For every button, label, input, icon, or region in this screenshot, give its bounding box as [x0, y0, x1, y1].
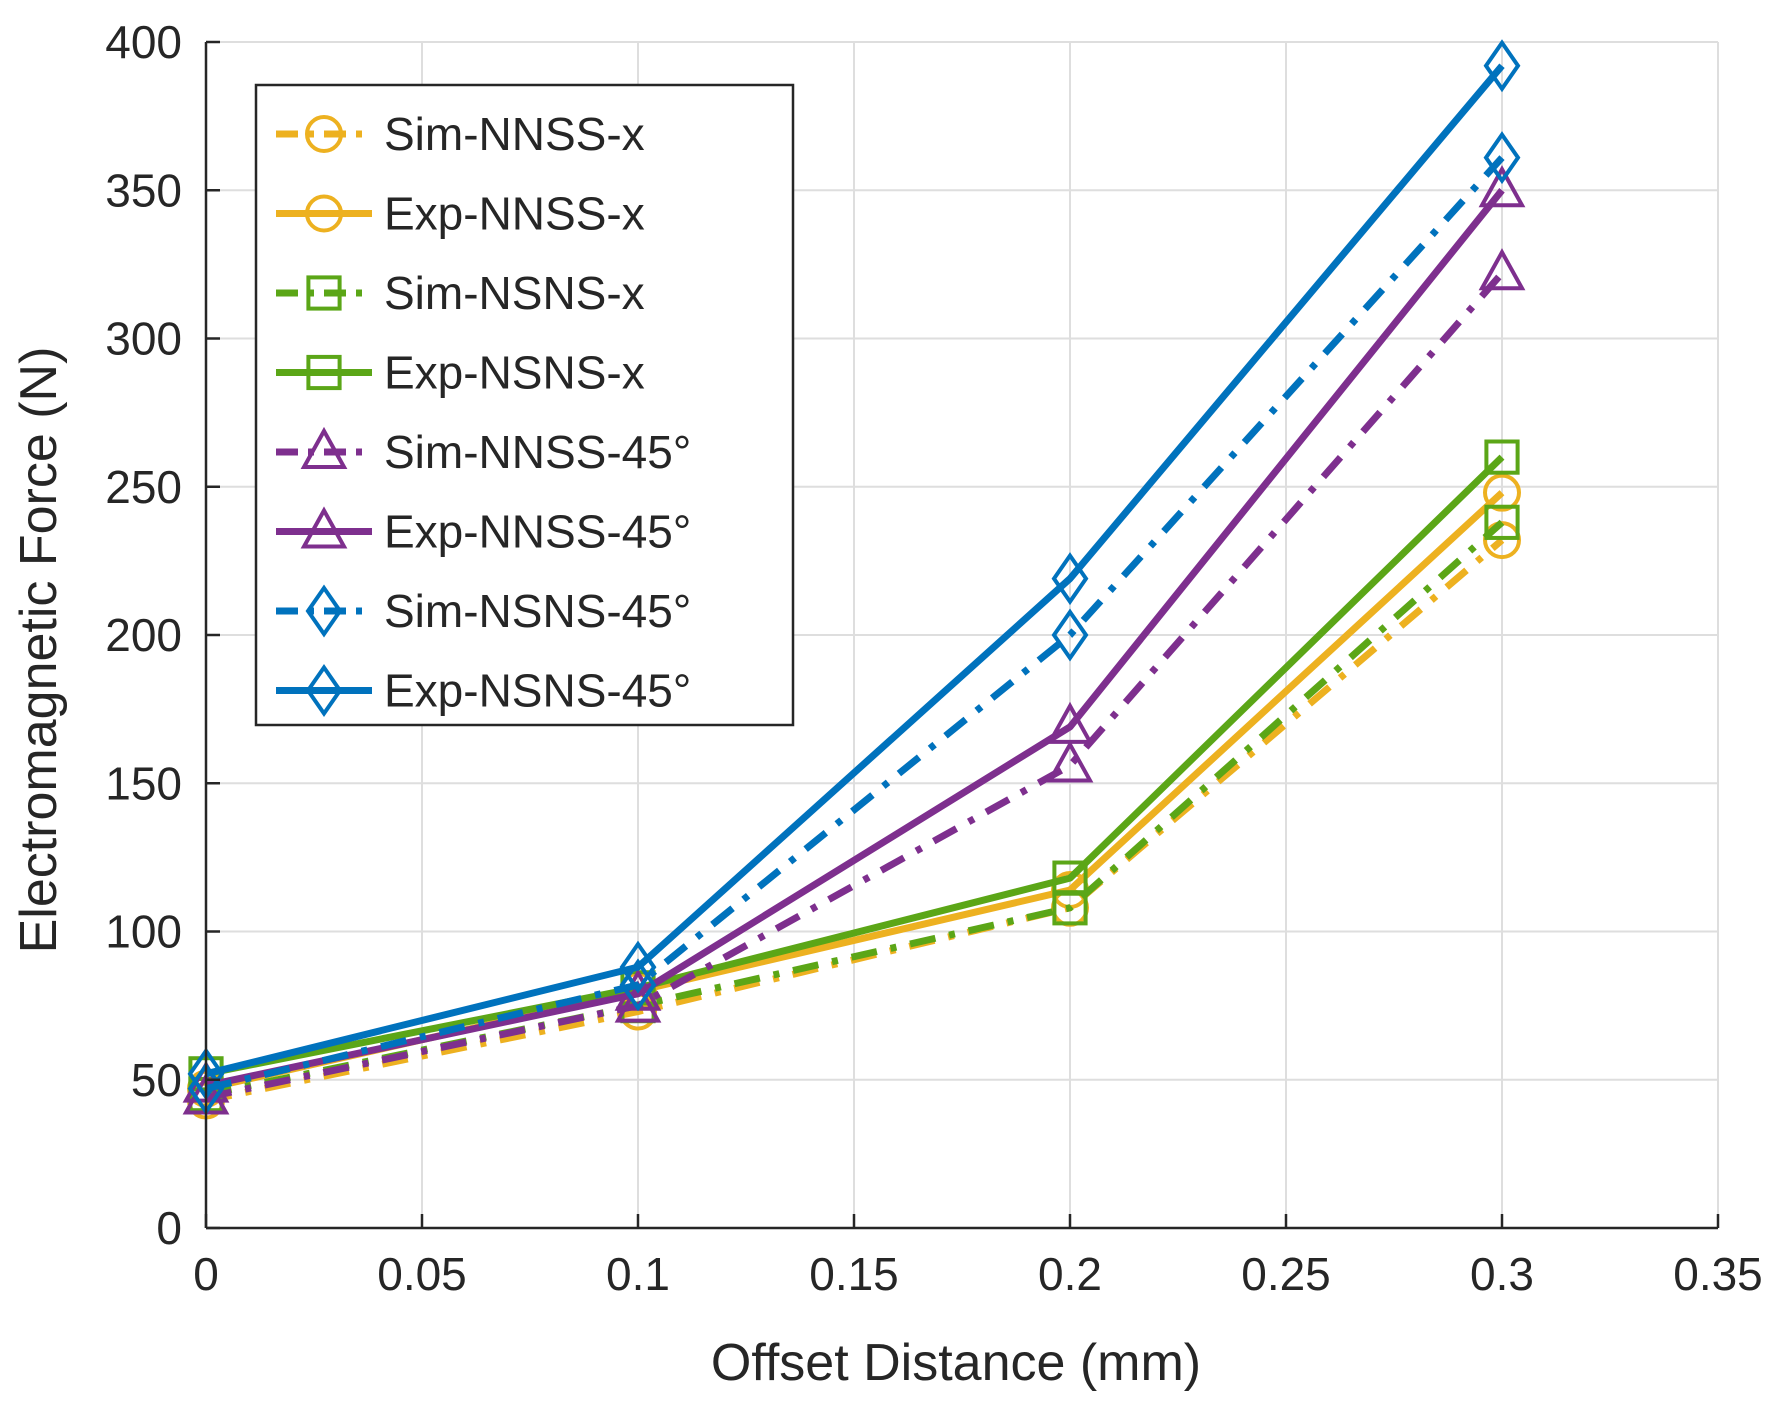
- data-point: [619, 940, 657, 994]
- series-layer: [182, 39, 1526, 1120]
- data-point: [1478, 165, 1526, 208]
- tick-label-layer: 0 0.05 0.1 0.15 0.2 0.25 0.3 0.35 0 50 100 150 200 25…: [105, 16, 1763, 1300]
- legend-item: Exp-NSNS-45°: [276, 663, 691, 718]
- x-tick-label: 0: [193, 1248, 219, 1300]
- y-axis-title: Electromagnetic Force (N): [10, 347, 68, 954]
- legend-box: [254, 83, 795, 727]
- data-point: [1051, 552, 1089, 606]
- legend-swatch-marker: [305, 115, 343, 153]
- series-line: [205, 155, 1505, 1093]
- y-tick-label: 200: [105, 609, 182, 661]
- legend: Sim-NNSS-x Exp-NNSS-x Sim-NSNS-x Exp-NSNS-x…: [254, 83, 795, 727]
- x-tick-label: 0.1: [606, 1248, 670, 1300]
- x-tick-label: 0.05: [377, 1248, 467, 1300]
- y-tick-label: 300: [105, 313, 182, 365]
- legend-swatch-marker: [305, 584, 343, 638]
- legend-label: Exp-NNSS-45°: [384, 506, 691, 558]
- legend-label: Exp-NNSS-x: [384, 188, 645, 240]
- legend-item: Exp-NNSS-45°: [276, 506, 691, 558]
- series-line: [205, 63, 1505, 1078]
- y-tick-label: 250: [105, 461, 182, 513]
- y-tick-label: 50: [131, 1054, 182, 1106]
- legend-swatch-marker: [306, 354, 342, 391]
- legend-label: Sim-NSNS-x: [384, 267, 645, 319]
- data-point: [614, 980, 662, 1023]
- y-tick-label: 0: [156, 1202, 182, 1254]
- legend-label: Exp-NSNS-45°: [384, 665, 691, 717]
- y-tick-label: 150: [105, 757, 182, 809]
- axes-layer: [204, 40, 1720, 1230]
- legend-swatch-marker: [305, 663, 343, 718]
- legend-label: Sim-NNSS-45°: [384, 426, 691, 478]
- x-tick-label: 0.2: [1038, 1248, 1102, 1300]
- legend-swatch-marker: [305, 194, 343, 233]
- legend-swatch-marker: [300, 426, 348, 469]
- data-point: [1478, 248, 1526, 291]
- series-line: [205, 270, 1505, 1101]
- data-point: [1483, 473, 1521, 512]
- y-tick-label: 100: [105, 906, 182, 958]
- legend-swatch-marker: [306, 275, 342, 311]
- legend-item: Sim-NSNS-45°: [276, 584, 691, 638]
- x-tick-label: 0.25: [1241, 1248, 1331, 1300]
- legend-label: Sim-NNSS-x: [384, 108, 645, 160]
- legend-item: Sim-NSNS-x: [276, 267, 645, 319]
- legend-item: Sim-NNSS-45°: [276, 426, 691, 478]
- data-point: [1051, 608, 1089, 662]
- series-line: [205, 454, 1505, 1078]
- legend-item: Sim-NNSS-x: [276, 108, 645, 160]
- legend-item: Exp-NSNS-x: [276, 347, 645, 399]
- legend-swatch-marker: [300, 506, 348, 549]
- x-tick-label: 0.3: [1470, 1248, 1534, 1300]
- legend-label: Exp-NSNS-x: [384, 347, 645, 399]
- y-tick-label: 350: [105, 164, 182, 216]
- legend-label: Sim-NSNS-45°: [384, 585, 691, 637]
- data-point: [1046, 740, 1094, 783]
- x-tick-label: 0.35: [1673, 1248, 1763, 1300]
- data-point: [1046, 701, 1094, 744]
- x-axis-title: Offset Distance (mm): [711, 1334, 1201, 1392]
- data-point: [1484, 504, 1520, 540]
- data-point: [1052, 860, 1088, 896]
- y-tick-label: 400: [105, 16, 182, 68]
- data-point: [1483, 39, 1521, 93]
- legend-item: Exp-NNSS-x: [276, 188, 645, 240]
- x-tick-label: 0.15: [809, 1248, 899, 1300]
- data-point: [1484, 439, 1520, 475]
- series-7: [187, 39, 1521, 1101]
- data-point: [1483, 131, 1521, 185]
